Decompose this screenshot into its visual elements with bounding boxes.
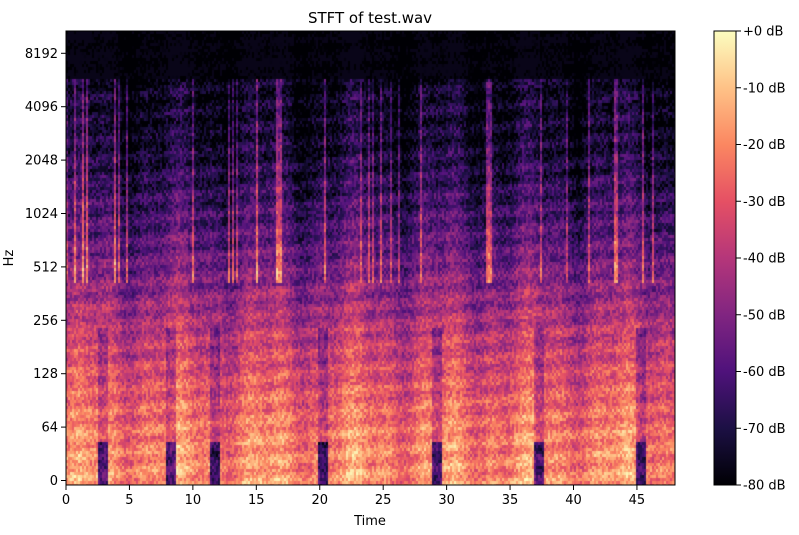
x-tick-label: 40: [565, 493, 582, 508]
y-tick-label: 128: [33, 367, 58, 382]
x-tick-label: 25: [375, 493, 392, 508]
y-tick-label: 2048: [25, 154, 58, 169]
y-tick-label: 512: [33, 260, 58, 275]
colorbar-tick-label: -40 dB: [743, 252, 786, 267]
colorbar-tick-label: -80 dB: [743, 479, 786, 494]
y-tick-label: 0: [50, 474, 58, 489]
colorbar-tick-label: -70 dB: [743, 422, 786, 437]
colorbar-ticks: +0 dB -10 dB -20 dB -30 dB -40 dB -50 dB -60 d…: [736, 25, 786, 494]
colorbar-tick-label: -50 dB: [743, 308, 786, 323]
y-axis-label: Hz: [2, 250, 17, 267]
y-tick-label: 8192: [25, 47, 58, 62]
y-tick-label: 1024: [25, 207, 58, 222]
colorbar-tick-label: -60 dB: [743, 365, 786, 380]
y-tick-label: 4096: [25, 100, 58, 115]
colorbar-tick-label: +0 dB: [743, 25, 783, 40]
spectrogram-heatmap: [66, 31, 675, 485]
x-axis-label: Time: [353, 514, 386, 529]
x-tick-label: 35: [502, 493, 519, 508]
colorbar: [713, 30, 737, 486]
colorbar-tick-label: -10 dB: [743, 81, 786, 96]
y-tick-label: 256: [33, 314, 58, 329]
x-tick-label: 45: [629, 493, 646, 508]
y-tick-label: 64: [41, 421, 58, 436]
colorbar-tick-label: -30 dB: [743, 195, 786, 210]
x-tick-label: 10: [185, 493, 202, 508]
x-tick-label: 30: [438, 493, 455, 508]
spectrogram-image: [66, 31, 675, 485]
x-axis: 0 5 10 15 20 25 30 35 40 45: [62, 485, 645, 508]
y-axis: 0 64 128 256 512 1024 2048 4096 8192: [25, 47, 66, 489]
x-tick-label: 5: [125, 493, 133, 508]
plot-frame: [65, 30, 676, 486]
chart-title: STFT of test.wav: [308, 9, 432, 27]
x-tick-label: 0: [62, 493, 70, 508]
x-tick-label: 20: [311, 493, 328, 508]
x-tick-label: 15: [248, 493, 265, 508]
colorbar-tick-label: -20 dB: [743, 138, 786, 153]
